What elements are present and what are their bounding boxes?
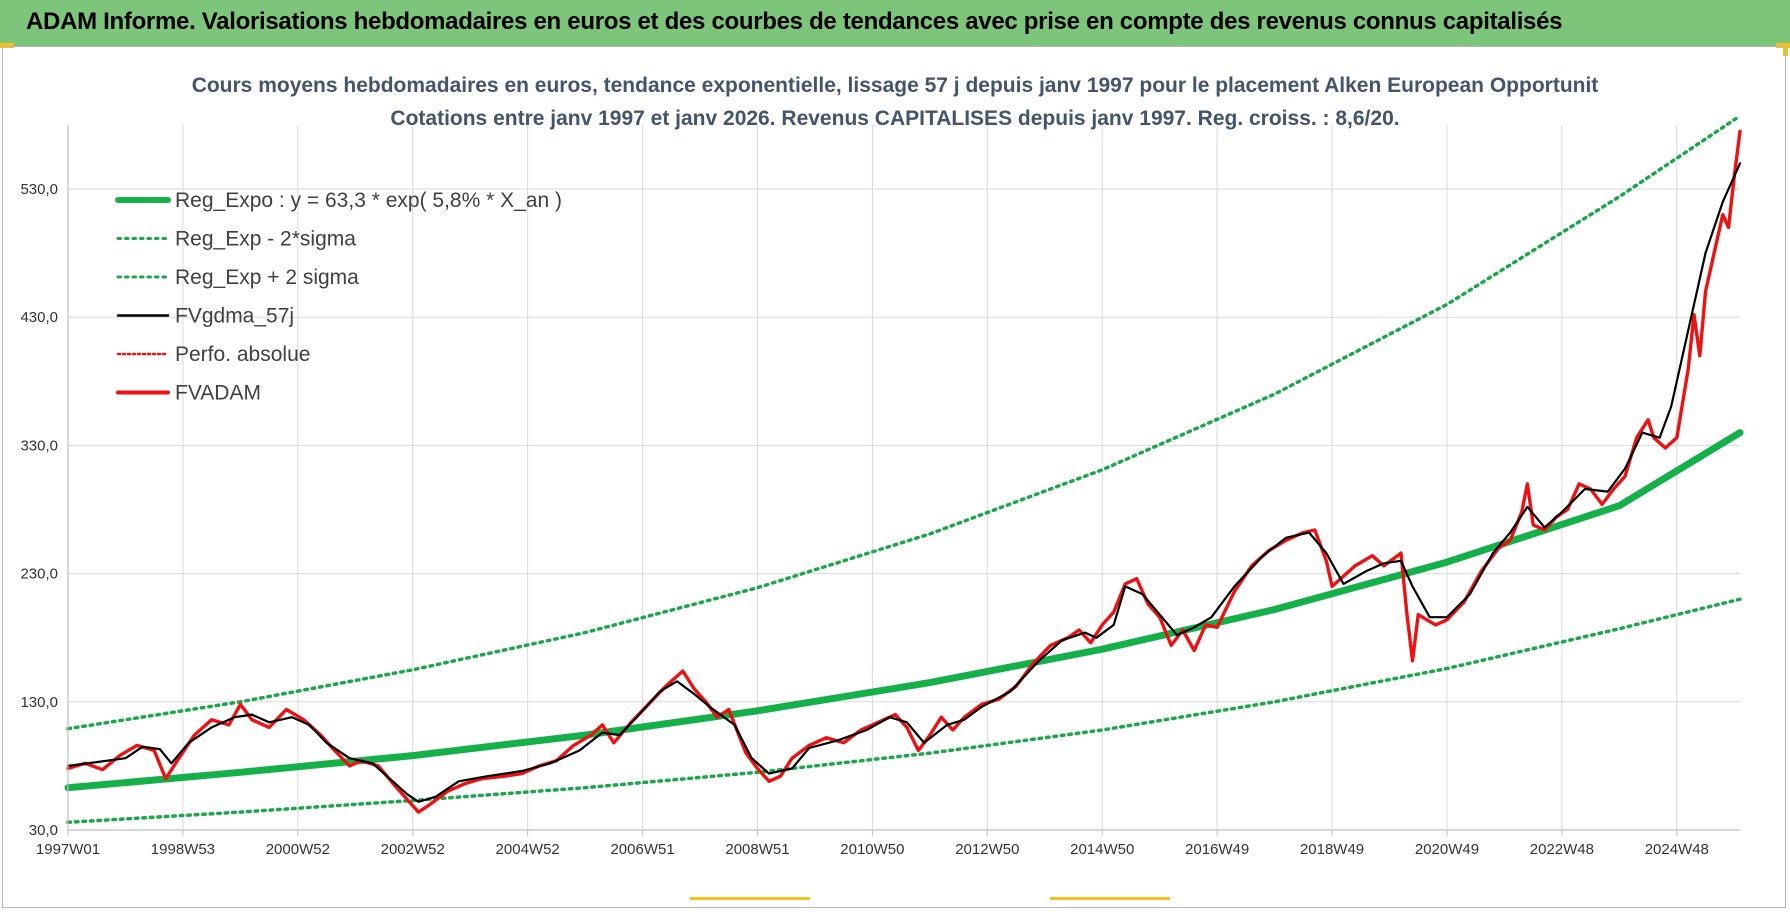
x-tick-label: 2024W48 [1645,841,1709,858]
legend-label: Reg_Exp + 2 sigma [175,266,359,289]
chart-title-line-1: Cours moyens hebdomadaires en euros, ten… [192,74,1599,97]
bottom-marker-1 [690,897,810,900]
bottom-marker-2 [1050,897,1170,900]
report-header: ADAM Informe. Valorisations hebdomadaire… [0,0,1790,47]
y-tick-label: 530,0 [20,181,58,198]
chart-title-line-2: Cotations entre janv 1997 et janv 2026. … [390,107,1399,130]
fvgdma-57j-line [66,162,1742,803]
legend-label: FVgdma_57j [175,305,294,328]
legend-label: Reg_Exp - 2*sigma [175,228,356,251]
x-tick-label: 2012W50 [955,841,1019,858]
x-tick-label: 2014W50 [1070,841,1134,858]
x-tick-label: 2018W49 [1300,841,1364,858]
reg-exp-plus-2sigma-line [66,114,1742,731]
x-tick-label: 2002W52 [381,841,445,858]
corner-marker-left [0,43,14,48]
corner-marker-right [1776,43,1790,48]
x-tick-label: 2020W49 [1415,841,1479,858]
y-tick-label: 330,0 [20,437,58,454]
x-tick-label: 1998W53 [151,841,215,858]
x-tick-label: 2016W49 [1185,841,1249,858]
x-tick-label: 2022W48 [1530,841,1594,858]
x-tick-label: 2008W51 [725,841,789,858]
series-layer [64,114,1744,825]
x-tick-label: 2004W52 [496,841,560,858]
report-title: ADAM Informe. Valorisations hebdomadaire… [26,8,1563,35]
chart-frame [2,46,1786,908]
y-tick-label: 30,0 [29,822,58,839]
x-tick-label: 2010W50 [840,841,904,858]
legend-label: Perfo. absolue [175,343,310,366]
y-tick-label: 230,0 [20,566,58,583]
x-tick-label: 1997W01 [36,841,100,858]
y-tick-label: 130,0 [20,694,58,711]
legend-label: FVADAM [175,382,261,405]
reg-exp-minus-2sigma-line [66,597,1742,825]
x-tick-label: 2006W51 [610,841,674,858]
y-tick-label: 430,0 [20,309,58,326]
axis-layer: 1997W01 1998W53 2000W52 2002W52 2004W52 2006W… [20,125,1740,858]
legend-label: Reg_Expo : y = 63,3 * exp( 5,8% * X_an ) [175,189,562,212]
legend: Reg_Expo : y = 63,3 * exp( 5,8% * X_an )… [115,189,562,405]
x-tick-label: 2000W52 [266,841,330,858]
